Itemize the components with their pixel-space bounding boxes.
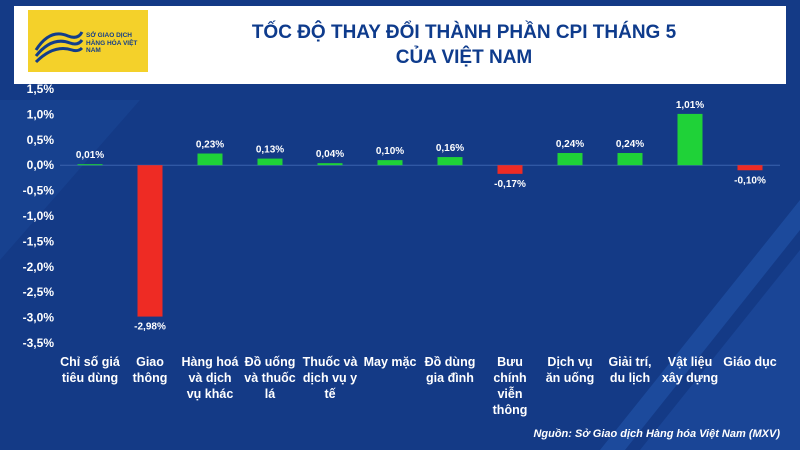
x-category-label: Thuốc và — [303, 355, 358, 369]
title-line-2: CỦA VIỆT NAM — [395, 47, 533, 68]
y-tick-label: -3,5% — [23, 336, 55, 350]
x-category-label: Giải trí, — [608, 355, 651, 369]
x-category-label: tiêu dùng — [62, 371, 118, 385]
bar — [437, 157, 463, 166]
x-category-label: Đồ uống — [245, 355, 296, 369]
data-label: 0,13% — [256, 145, 284, 156]
data-label: 0,23% — [196, 140, 224, 151]
bar — [197, 153, 223, 166]
header-banner: SỞ GIAO DỊCH HÀNG HÓA VIỆT NAM TỐC ĐỘ TH… — [14, 6, 786, 84]
y-tick-label: 1,0% — [27, 107, 55, 121]
source-note: Nguồn: Sở Giao dịch Hàng hóa Việt Nam (M… — [533, 428, 780, 440]
data-label: 0,24% — [616, 139, 644, 150]
chart-title: TỐC ĐỘ THAY ĐỔI THÀNH PHẦN CPI THÁNG 5 C… — [164, 20, 764, 70]
bar — [737, 165, 763, 171]
data-label: 0,16% — [436, 143, 464, 154]
y-tick-label: 1,5% — [27, 82, 55, 96]
y-tick-label: 0,0% — [27, 158, 55, 172]
x-category-label: Đồ dùng — [425, 355, 476, 369]
y-tick-label: -2,0% — [23, 260, 55, 274]
data-label: 0,04% — [316, 149, 344, 160]
bar — [77, 164, 103, 166]
x-category-label: Bưu — [497, 355, 523, 369]
data-label: 0,01% — [76, 150, 104, 161]
x-category-label: và dịch — [188, 371, 231, 385]
bar — [677, 113, 703, 166]
x-category-label: tế — [324, 387, 335, 401]
x-category-label: Vật liệu — [668, 355, 712, 369]
y-tick-label: -1,0% — [23, 209, 55, 223]
bar — [497, 165, 523, 174]
y-tick-label: -1,5% — [23, 234, 55, 248]
bar — [317, 163, 343, 166]
x-category-label: vụ khác — [187, 387, 234, 401]
x-category-label: gia đình — [426, 371, 474, 385]
x-category-label: ăn uống — [546, 371, 595, 385]
mxv-logo: SỞ GIAO DỊCH HÀNG HÓA VIỆT NAM — [28, 10, 148, 72]
data-label: -0,17% — [494, 179, 526, 190]
data-label: 0,24% — [556, 139, 584, 150]
data-label: 0,10% — [376, 146, 404, 157]
bar — [377, 160, 403, 166]
x-category-label: thông — [133, 371, 168, 385]
title-line-1: TỐC ĐỘ THAY ĐỔI THÀNH PHẦN CPI THÁNG 5 — [251, 22, 677, 43]
bar — [257, 158, 283, 166]
x-category-label: Giáo dục — [723, 355, 777, 369]
x-category-label: viễn — [497, 386, 522, 401]
x-category-label: lá — [265, 387, 275, 401]
y-tick-label: 0,5% — [27, 133, 55, 147]
logo-text: SỞ GIAO DỊCH HÀNG HÓA VIỆT NAM — [86, 32, 138, 54]
x-category-label: Hàng hoá — [182, 355, 239, 369]
bar — [137, 165, 163, 317]
x-category-label: thông — [493, 403, 528, 417]
x-category-label: chính — [493, 371, 526, 385]
x-category-label: May mặc — [364, 355, 417, 369]
x-category-label: dịch vụ y — [303, 371, 357, 385]
x-category-label: du lịch — [610, 371, 650, 385]
data-label: 1,01% — [676, 100, 704, 111]
bar — [557, 153, 583, 166]
x-category-label: Dịch vụ — [547, 355, 592, 369]
data-label: -0,10% — [734, 175, 766, 186]
data-label: -2,98% — [134, 322, 166, 333]
x-category-label: xây dựng — [662, 371, 718, 385]
bar — [617, 153, 643, 166]
y-tick-label: -3,0% — [23, 311, 55, 325]
x-category-label: Giao — [136, 355, 164, 369]
x-category-label: và thuốc — [244, 371, 295, 385]
y-tick-label: -0,5% — [23, 184, 55, 198]
logo-wave-icon — [34, 31, 84, 64]
y-tick-label: -2,5% — [23, 285, 55, 299]
x-category-label: Chỉ số giá — [60, 355, 120, 369]
